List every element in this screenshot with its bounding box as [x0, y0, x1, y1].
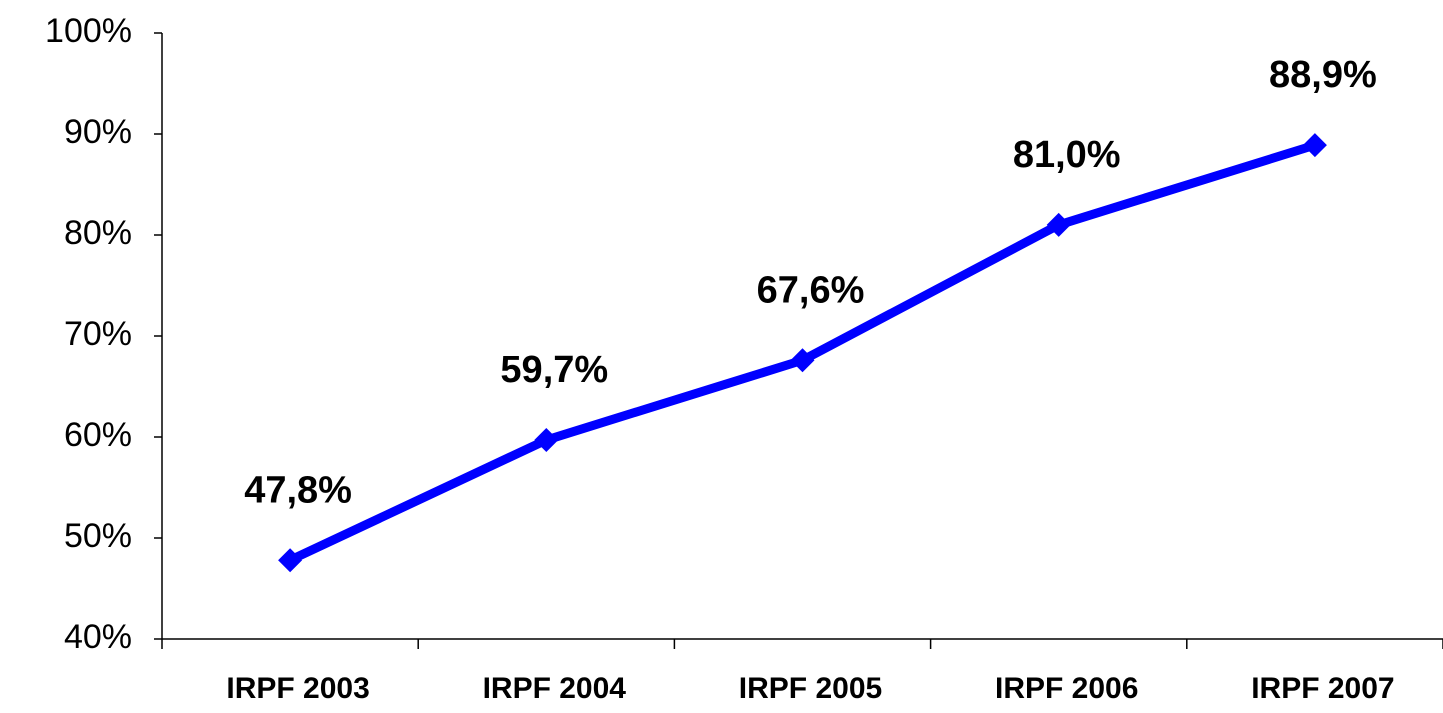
- data-marker: [534, 428, 559, 453]
- x-tick-label: IRPF 2003: [226, 672, 369, 705]
- value-label: 59,7%: [500, 349, 608, 391]
- value-label: 67,6%: [757, 269, 865, 311]
- data-marker: [278, 548, 303, 573]
- y-tick-label: 60%: [64, 416, 132, 454]
- y-tick-label: 40%: [64, 618, 132, 656]
- y-tick-label: 100%: [45, 12, 132, 50]
- value-label: 81,0%: [1013, 134, 1121, 176]
- data-marker: [790, 348, 815, 373]
- data-marker: [1046, 212, 1071, 237]
- data-marker: [1302, 133, 1327, 158]
- x-tick-label: IRPF 2007: [1251, 672, 1394, 705]
- y-tick-label: 80%: [64, 214, 132, 252]
- y-tick-label: 70%: [64, 315, 132, 353]
- y-tick-label: 90%: [64, 113, 132, 151]
- value-label: 47,8%: [244, 469, 352, 511]
- y-tick-label: 50%: [64, 517, 132, 555]
- x-tick-label: IRPF 2005: [739, 672, 882, 705]
- x-tick-label: IRPF 2004: [483, 672, 627, 705]
- value-label: 88,9%: [1269, 54, 1377, 96]
- x-tick-label: IRPF 2006: [995, 672, 1138, 705]
